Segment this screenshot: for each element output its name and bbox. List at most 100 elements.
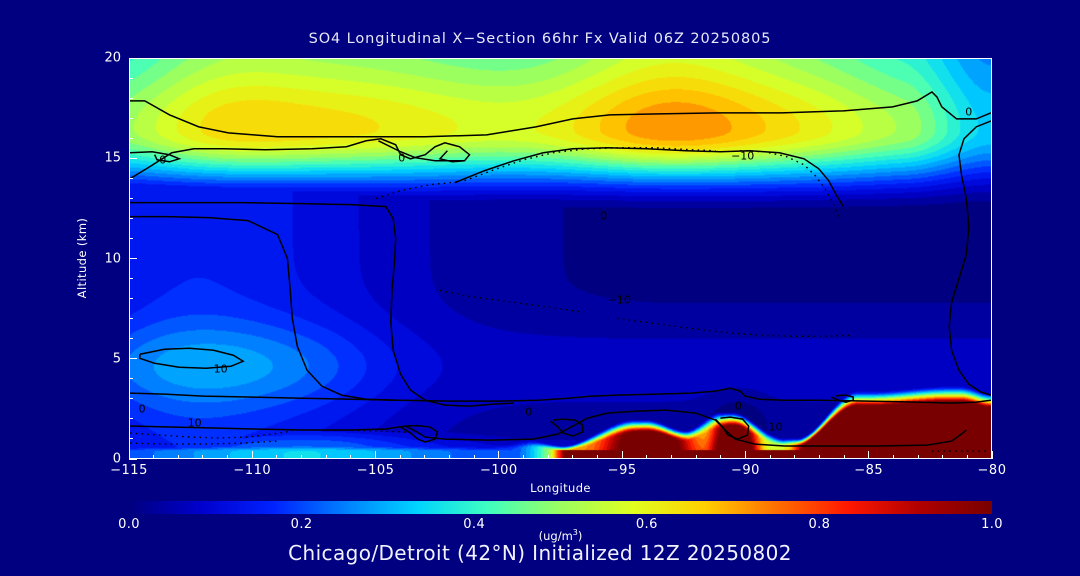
x-tick-minor (917, 455, 919, 459)
x-axis-tick-label: −105 (356, 463, 395, 478)
heatmap-field (130, 59, 991, 458)
y-tick-minor (129, 137, 133, 139)
x-tick-major (991, 451, 993, 459)
y-tick-minor (129, 438, 133, 440)
x-axis-tick-label: −90 (730, 463, 760, 478)
y-tick-minor (129, 398, 133, 400)
y-axis-tick-label: 15 (104, 150, 121, 166)
x-tick-minor (449, 455, 451, 459)
contour-label: 0 (138, 402, 146, 416)
x-tick-minor (227, 455, 229, 459)
contour-label: 10 (768, 420, 783, 434)
y-tick-major (129, 458, 137, 460)
y-tick-minor (129, 237, 133, 239)
colorbar-units: (ug/m3) (129, 528, 992, 543)
y-tick-major (129, 358, 137, 360)
colorbar-gradient (129, 501, 992, 514)
colorbar-tick-label: 0.2 (290, 517, 313, 532)
y-tick-minor (129, 318, 133, 320)
colorbar-units-text: (ug/m (538, 528, 573, 543)
y-tick-major (129, 258, 137, 259)
y-tick-minor (129, 177, 133, 179)
x-tick-minor (720, 455, 722, 459)
x-tick-minor (769, 455, 771, 459)
x-tick-minor (942, 455, 944, 459)
x-tick-minor (966, 455, 968, 459)
y-axis-tick-label: 5 (112, 351, 121, 367)
x-tick-minor (670, 455, 672, 459)
plot-area: 0 0 0 0 0 0 0 −10 −10 10 10 10 (129, 58, 992, 459)
x-tick-minor (424, 455, 426, 459)
x-tick-minor (646, 455, 648, 459)
y-tick-minor (129, 338, 133, 340)
contour-label: 0 (159, 153, 167, 167)
y-axis-title: Altitude (km) (75, 217, 89, 299)
x-tick-minor (818, 455, 820, 459)
colorbar-units-exponent: 3 (572, 528, 578, 537)
x-tick-major (251, 451, 253, 459)
x-axis-tick-label: −110 (233, 463, 272, 478)
x-axis-title: Longitude (530, 481, 591, 495)
page-title: SO4 Longitudinal X−Section 66hr Fx Valid… (308, 31, 772, 47)
contour-label: 0 (398, 151, 406, 165)
y-tick-minor (129, 298, 133, 300)
contour-label: 0 (525, 405, 533, 419)
colorbar-tick-label: 0.8 (808, 517, 831, 532)
y-tick-minor (129, 197, 133, 199)
x-tick-minor (399, 455, 401, 459)
x-tick-major (744, 451, 746, 459)
y-tick-minor (129, 117, 133, 119)
contour-label: −10 (731, 149, 755, 163)
contour-label: 0 (734, 399, 742, 413)
x-tick-minor (523, 455, 524, 459)
x-tick-major (375, 451, 377, 459)
x-tick-major (498, 451, 500, 459)
x-tick-major (128, 451, 130, 459)
x-axis-tick-label: −115 (110, 463, 148, 478)
y-axis-tick-label: 0 (112, 451, 121, 467)
y-tick-major (129, 57, 137, 59)
x-tick-minor (695, 455, 697, 459)
y-tick-minor (129, 418, 133, 420)
x-tick-minor (547, 455, 549, 459)
x-tick-minor (202, 455, 204, 459)
x-tick-minor (596, 455, 598, 459)
x-axis-tick-label: −100 (479, 463, 518, 478)
x-tick-major (868, 451, 870, 459)
x-tick-minor (843, 455, 845, 459)
y-tick-minor (129, 278, 133, 280)
y-axis-tick-label: 10 (104, 251, 121, 266)
y-tick-minor (129, 97, 133, 99)
colorbar-units-paren: ) (577, 528, 583, 543)
colorbar-tick-label: 1.0 (981, 517, 1003, 532)
colorbar-tick-label: 0.0 (118, 517, 140, 532)
x-axis-tick-label: −85 (854, 463, 884, 478)
x-tick-minor (892, 455, 894, 459)
x-tick-minor (325, 455, 327, 459)
x-tick-minor (276, 455, 278, 459)
x-tick-minor (572, 455, 574, 459)
contour-label: 0 (600, 209, 608, 223)
y-tick-minor (129, 378, 133, 380)
x-tick-minor (177, 455, 179, 459)
colorbar-tick-label: 0.6 (635, 517, 658, 532)
x-tick-major (621, 451, 623, 459)
x-tick-minor (794, 455, 796, 459)
x-tick-minor (153, 455, 155, 459)
x-axis-tick-label: −80 (977, 463, 1007, 478)
y-axis-tick-label: 20 (104, 50, 121, 66)
x-tick-minor (473, 455, 475, 459)
contour-label: 10 (213, 362, 228, 376)
footer-caption: Chicago/Detroit (42°N) Initialized 12Z 2… (288, 541, 792, 565)
contour-label: −10 (607, 293, 631, 307)
y-tick-minor (129, 217, 133, 219)
x-tick-minor (350, 455, 352, 459)
contour-label: 10 (187, 416, 202, 430)
y-tick-major (129, 157, 137, 159)
x-tick-minor (301, 455, 303, 459)
x-axis-tick-label: −95 (607, 463, 637, 478)
colorbar (129, 501, 992, 514)
colorbar-tick-label: 0.4 (463, 517, 486, 532)
contour-label: 0 (965, 105, 973, 119)
y-tick-minor (129, 77, 133, 79)
